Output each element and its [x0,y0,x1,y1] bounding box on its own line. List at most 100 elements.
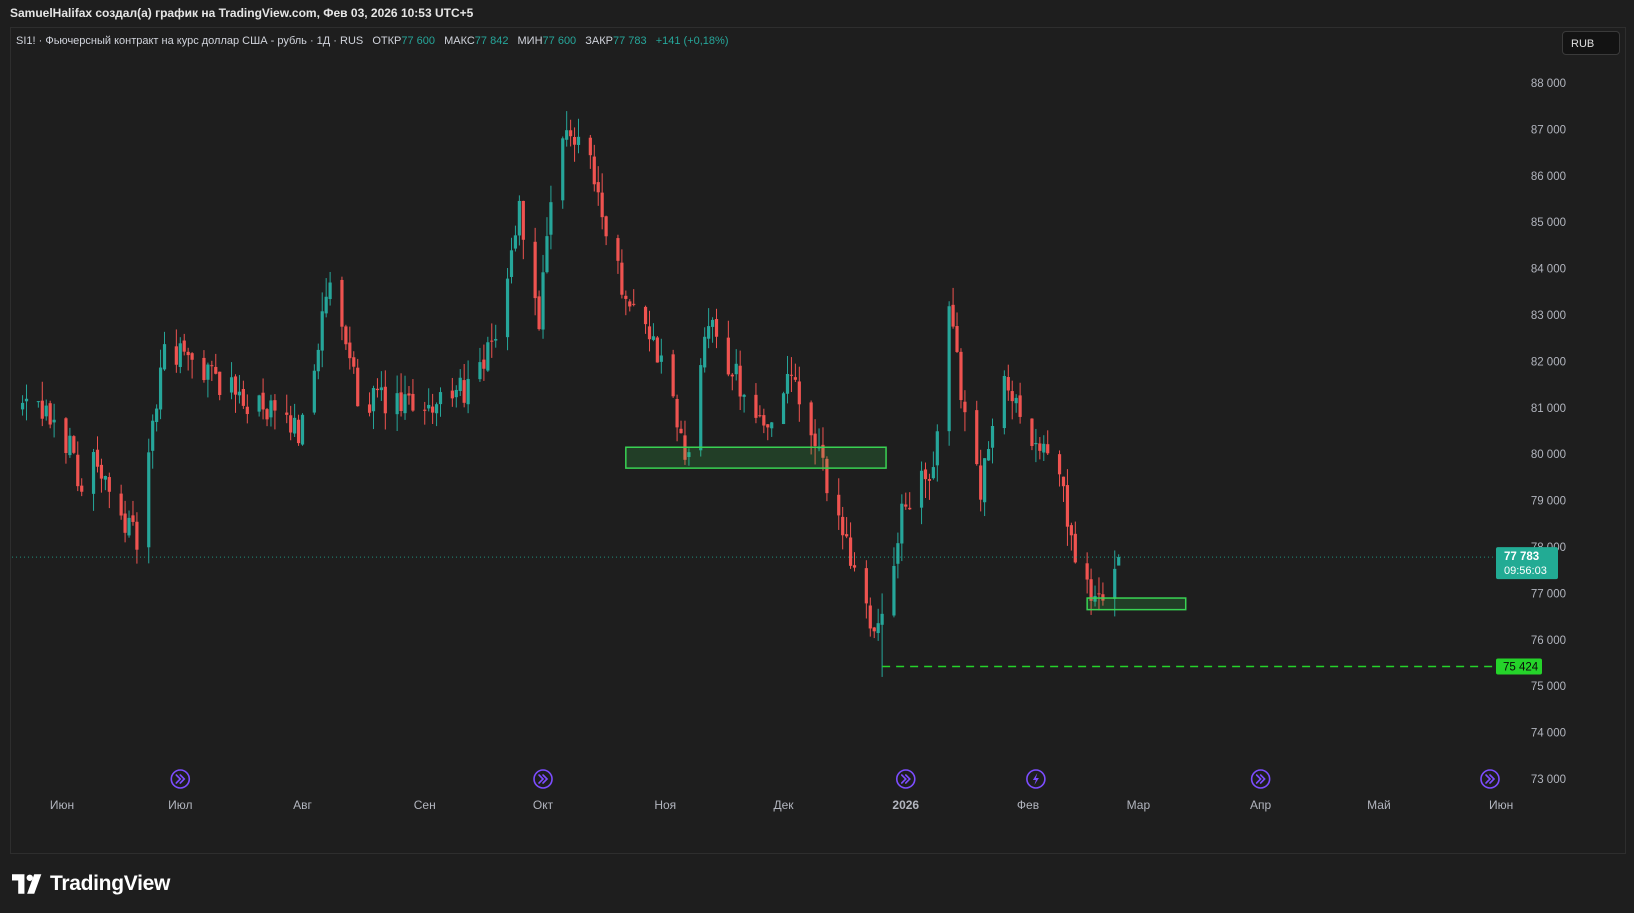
candle-body [647,326,652,340]
candle-body [545,236,549,273]
support-zone [1086,597,1187,611]
event-marker[interactable] [170,769,191,789]
candle [20,395,25,416]
candle [848,522,853,569]
candle [841,506,845,550]
candle [789,357,794,392]
price-tick-label: 86 000 [1531,171,1566,183]
candle-body [616,238,620,261]
candle-body [533,241,537,299]
candle [947,301,951,446]
candle [533,227,537,316]
candle [233,374,238,413]
candle [218,371,222,401]
event-marker[interactable] [533,769,553,789]
candle-body [1038,443,1042,451]
candle [190,352,194,379]
candle-body [537,296,541,330]
candle-body [770,422,774,429]
candle-body [289,415,293,433]
candle-body [959,351,963,401]
time-axis[interactable]: Июн Июл Авг Сен Окт Ноя Дек 2026 Фев Мар Апр Май Июн [50,798,1513,812]
candle-body [95,449,100,467]
candle [320,292,324,368]
candle-body [505,278,510,338]
event-marker[interactable] [1026,769,1046,789]
candle [569,119,573,147]
candle [742,393,746,413]
candle [600,173,604,230]
candle [367,392,372,417]
candle [572,127,577,162]
candle [423,401,427,425]
candle [990,418,995,464]
candle [1042,435,1046,461]
candle-body [1030,418,1034,446]
candle-body [592,156,596,185]
candle-body [868,605,872,629]
symbol-title[interactable]: SI1! · Фьючерсный контракт на курс долла… [16,35,364,47]
brand[interactable]: TradingView [12,871,170,897]
candle-body [572,136,577,145]
symbol-legend[interactable]: SI1! · Фьючерсный контракт на курс долла… [16,35,728,47]
time-tick-label: Дек [774,798,795,812]
candle [40,381,44,427]
candle [64,417,68,464]
candle-body [147,452,151,548]
candle [312,364,316,415]
candle-body [710,319,715,327]
candle [734,349,738,381]
candle-body [628,301,632,307]
candle-body [44,405,48,417]
candle-body [135,521,139,550]
event-marker[interactable] [1250,769,1271,789]
candle-body [821,444,825,458]
candle-body [80,485,84,492]
candle [356,358,360,407]
candle-body [845,534,849,537]
candle [509,237,514,284]
candle-body [880,613,884,625]
price-tick-label: 77 000 [1531,588,1566,600]
candle-body [320,311,324,351]
candle [521,200,525,260]
candle-body [427,404,431,409]
candle [797,366,801,422]
candle [91,448,96,511]
time-tick-label: Фев [1017,798,1039,812]
candle [762,408,766,434]
candle [628,299,632,312]
candle-body [1069,525,1073,536]
candle [1018,382,1022,424]
candle [214,353,218,375]
price-tick-label: 81 000 [1531,403,1566,415]
candle-body [91,452,96,494]
forward-icon [900,774,911,784]
candle-body [411,393,415,411]
event-marker[interactable] [895,769,916,789]
candle-body [955,325,959,352]
candle [379,371,383,401]
candle-body [990,425,995,448]
candle-body [620,262,624,295]
resistance-zone [625,446,887,469]
candle-body [312,370,316,413]
event-marker[interactable] [1480,769,1500,789]
lightning-icon [1032,773,1039,785]
candle [1057,450,1062,487]
candle-body [300,414,305,445]
candle [738,350,742,410]
candle-body [848,537,853,566]
candle [186,347,190,371]
candle-body [738,365,742,397]
candle-body [1002,375,1006,429]
candle [837,478,841,530]
candle [375,378,380,398]
forward-icon [1485,774,1496,784]
candle-body [328,282,332,300]
candle [99,458,104,493]
candle [245,394,249,424]
currency-button[interactable]: RUB [1562,31,1620,55]
